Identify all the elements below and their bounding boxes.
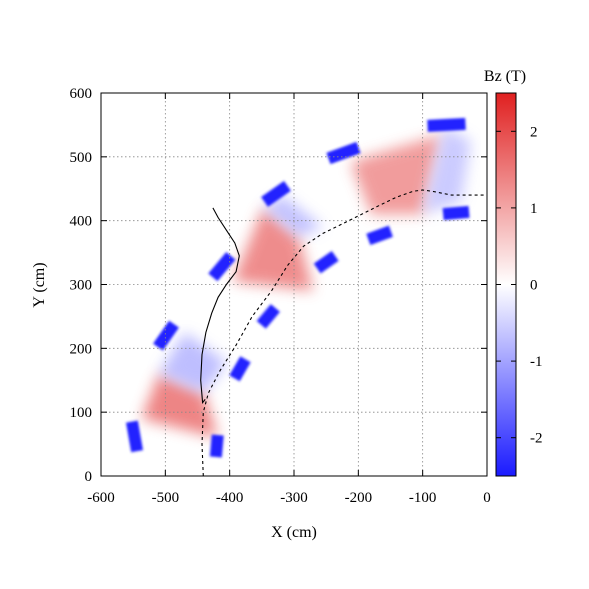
yoke-3c <box>427 117 466 132</box>
trajectory-solid <box>200 207 240 405</box>
colorbar-tick-label: -2 <box>530 431 543 447</box>
yoke-3a <box>326 141 361 165</box>
tick-labels: -600 -500 -400 -300 -200 -100 0 0 100 200 300 400 50… <box>70 86 491 506</box>
yoke-3d <box>442 205 470 221</box>
yoke-1b <box>209 434 224 458</box>
y-axis-title: Y (cm) <box>31 262 48 307</box>
sector-2-fringe-field <box>263 195 323 237</box>
x-tick-label: -100 <box>409 490 437 506</box>
trajectory-dashed <box>201 189 487 476</box>
y-tick-label: 200 <box>70 341 93 357</box>
x-tick-label: -300 <box>280 490 308 506</box>
yoke-2a <box>208 252 236 282</box>
yoke-1a <box>125 420 144 453</box>
colorbar-title: Bz (T) <box>484 68 526 85</box>
y-tick-label: 300 <box>70 278 93 294</box>
colorbar: Bz (T) 2 1 0 -1 -2 <box>484 68 543 477</box>
yoke-3b <box>366 225 393 246</box>
field-map <box>125 117 471 458</box>
x-tick-label: -500 <box>152 490 180 506</box>
x-tick-label: -400 <box>216 490 244 506</box>
x-tick-label: -600 <box>87 490 115 506</box>
yoke-2d <box>313 250 339 274</box>
colorbar-tick-label: 1 <box>530 201 538 217</box>
colorbar-tick-label: 2 <box>530 124 538 140</box>
yoke-1d <box>229 356 251 382</box>
sector-2-positive-field <box>232 207 314 291</box>
y-tick-label: 100 <box>70 405 93 421</box>
y-tick-label: 600 <box>70 86 93 102</box>
yoke-2b <box>256 304 280 329</box>
x-tick-label: 0 <box>483 490 491 506</box>
yoke-1c <box>153 320 179 351</box>
sector-3-positive-field <box>350 134 442 215</box>
y-tick-label: 400 <box>70 214 93 230</box>
sector-1-positive-field <box>141 373 219 438</box>
trajectories <box>200 189 487 476</box>
sector-1-fringe-field <box>158 332 227 393</box>
colorbar-ticks: 2 1 0 -1 -2 <box>496 124 543 447</box>
y-tick-label: 500 <box>70 150 93 166</box>
grid <box>101 93 487 476</box>
x-axis-title: X (cm) <box>271 524 317 541</box>
y-tick-label: 0 <box>85 469 93 485</box>
colorbar-tick-label: 0 <box>530 278 538 294</box>
axis-ticks <box>100 92 488 477</box>
yoke-2c <box>261 180 291 207</box>
x-tick-label: -200 <box>345 490 373 506</box>
colorbar-tick-label: -1 <box>530 354 543 370</box>
